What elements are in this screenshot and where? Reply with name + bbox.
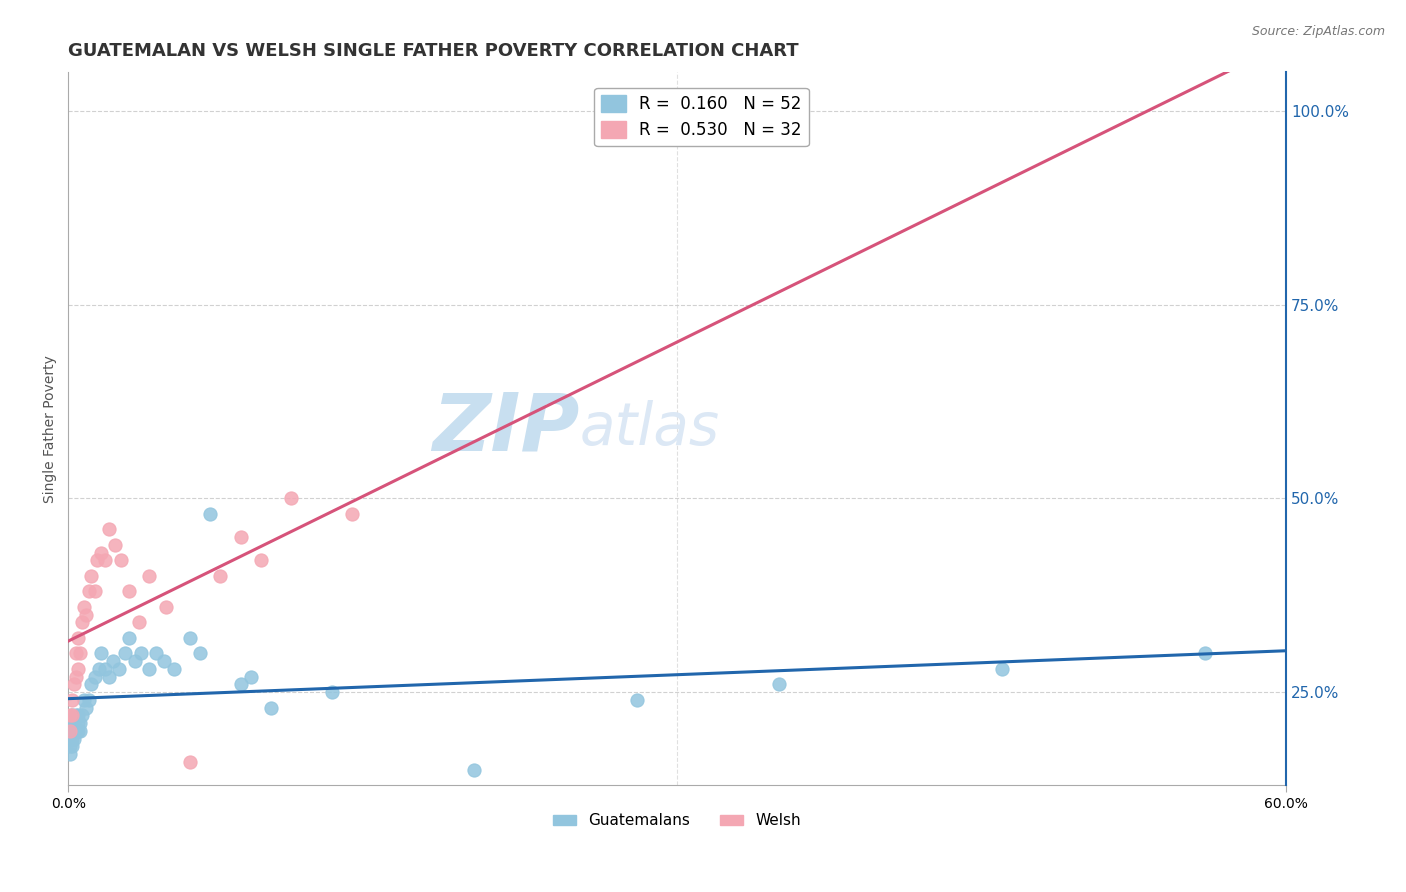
Point (108, 662, 131, 676)
Point (321, 685, 343, 699)
Point (239, 670, 262, 684)
Point (83, 584, 105, 599)
Point (200, 507, 222, 521)
Point (260, 700, 283, 714)
Point (155, 599, 177, 614)
Point (67, 631, 90, 645)
Point (59, 723, 82, 738)
Point (67, 723, 90, 738)
Point (86, 553, 108, 567)
Point (97, 670, 120, 684)
Point (65, 723, 87, 738)
Point (129, 647, 152, 661)
Text: Source: ZipAtlas.com: Source: ZipAtlas.com (1251, 25, 1385, 38)
Point (60, 739, 83, 754)
Point (60, 708, 83, 723)
Point (250, 553, 273, 567)
Text: GUATEMALAN VS WELSH SINGLE FATHER POVERTY CORRELATION CHART: GUATEMALAN VS WELSH SINGLE FATHER POVERT… (69, 42, 799, 60)
Point (128, 615, 150, 630)
Point (110, 553, 132, 567)
Point (63, 731, 86, 746)
Point (59, 747, 82, 761)
Point (768, 677, 790, 691)
Point (60, 731, 83, 746)
Point (229, 677, 252, 691)
Point (463, 763, 485, 777)
Point (90, 647, 112, 661)
Point (114, 647, 136, 661)
Point (63, 677, 86, 691)
Point (145, 647, 167, 661)
Point (97, 523, 120, 537)
Point (63, 723, 86, 738)
Point (67, 716, 90, 731)
Point (87, 662, 110, 676)
Point (60, 716, 83, 731)
Point (104, 538, 127, 552)
Y-axis label: Single Father Poverty: Single Father Poverty (44, 355, 58, 503)
Point (76, 700, 98, 714)
Point (94, 662, 117, 676)
Text: ZIP: ZIP (432, 390, 579, 467)
Point (60, 723, 83, 738)
Point (59, 716, 82, 731)
Point (124, 654, 146, 668)
Point (73, 693, 96, 707)
Point (69, 723, 91, 738)
Point (77, 693, 100, 707)
Point (59, 731, 82, 746)
Point (67, 662, 90, 676)
Point (1194, 647, 1216, 661)
Text: atlas: atlas (579, 401, 720, 458)
Point (209, 569, 232, 583)
Point (63, 716, 86, 731)
Point (77, 584, 100, 599)
Point (179, 755, 201, 769)
Legend: Guatemalans, Welsh: Guatemalans, Welsh (547, 807, 807, 835)
Point (60, 693, 83, 707)
Point (138, 569, 160, 583)
Point (626, 693, 648, 707)
Point (280, 491, 302, 506)
Point (79, 677, 101, 691)
Point (65, 708, 87, 723)
Point (991, 662, 1014, 676)
Point (72, 708, 94, 723)
Point (152, 654, 174, 668)
Point (69, 647, 91, 661)
Point (79, 569, 101, 583)
Point (101, 654, 124, 668)
Point (118, 584, 141, 599)
Point (94, 553, 117, 567)
Point (72, 615, 94, 630)
Point (59, 708, 82, 723)
Point (76, 607, 98, 622)
Point (163, 662, 186, 676)
Point (342, 507, 364, 521)
Point (83, 670, 105, 684)
Point (179, 631, 201, 645)
Point (65, 647, 87, 661)
Point (69, 716, 91, 731)
Point (60, 708, 83, 723)
Point (118, 631, 141, 645)
Point (229, 530, 252, 544)
Point (90, 546, 112, 560)
Point (67, 708, 90, 723)
Point (138, 662, 160, 676)
Point (59, 723, 82, 738)
Point (188, 647, 211, 661)
Point (65, 670, 87, 684)
Point (59, 739, 82, 754)
Point (73, 599, 96, 614)
